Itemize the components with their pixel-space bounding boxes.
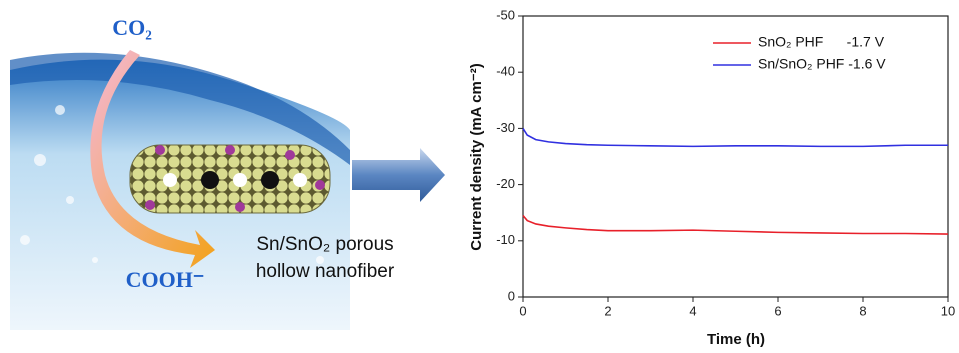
x-tick-label: 10	[941, 303, 955, 318]
y-tick-label: -40	[496, 64, 515, 79]
ill-text: hollow nanofiber	[256, 261, 395, 282]
y-tick-label: -20	[496, 176, 515, 191]
series-line	[522, 214, 949, 235]
series-line	[522, 127, 948, 148]
x-tick-label: 8	[859, 303, 866, 318]
plot-frame	[522, 15, 949, 298]
bubbles	[20, 105, 324, 264]
arrow	[352, 148, 445, 202]
y-tick-label: -10	[496, 232, 515, 247]
y-axis-title: Current density (mA cm⁻²)	[468, 63, 485, 250]
dopants	[145, 145, 325, 212]
x-tick-label: 2	[604, 303, 611, 318]
reaction-arrow	[90, 50, 215, 268]
x-tick-label: 4	[689, 303, 696, 318]
legend-label: Sn/SnO₂ PHF -1.6 V	[758, 56, 886, 72]
y-tick-label: -50	[496, 7, 515, 22]
ill-text: COOH⁻	[126, 267, 205, 292]
x-tick-label: 0	[519, 303, 526, 318]
y-tick-label: 0	[508, 288, 515, 303]
illustration: CO₂ COOH⁻ Sn/SnO₂ porous hollow nanofibe…	[10, 15, 445, 330]
ill-text: CO₂	[112, 15, 152, 40]
ill-text: Sn/SnO₂ porous	[256, 234, 393, 255]
legend-label: SnO₂ PHF -1.7 V	[758, 34, 885, 50]
y-tick-label: -30	[496, 120, 515, 135]
pores	[201, 171, 279, 189]
holes	[163, 173, 307, 187]
wave	[10, 52, 350, 165]
x-tick-label: 6	[774, 303, 781, 318]
x-axis-title: Time (h)	[707, 331, 765, 348]
